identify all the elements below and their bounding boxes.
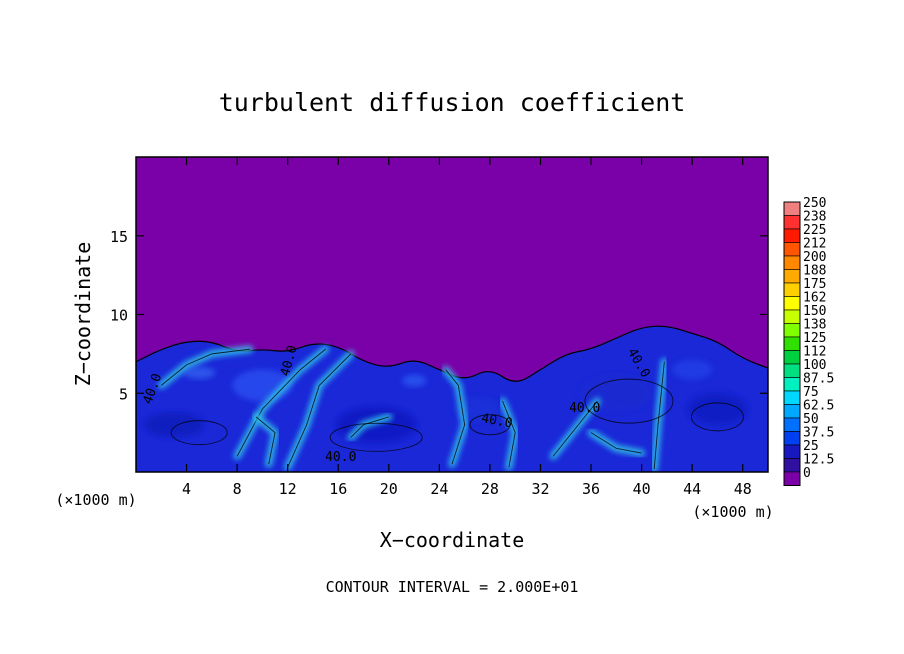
- contour-line: [590, 432, 642, 454]
- field-blob: [183, 366, 216, 379]
- colorbar-label: 75: [803, 385, 819, 400]
- colorbar-label: 112: [803, 345, 826, 360]
- colorbar-label: 125: [803, 331, 826, 346]
- x-tick-label: 4: [182, 480, 191, 498]
- turbulence-structures: [143, 345, 748, 472]
- colorbar-label: 225: [803, 223, 826, 238]
- x-tick-label: 32: [531, 480, 549, 498]
- x-tick-label: 16: [329, 480, 347, 498]
- colorbar-swatch: [783, 458, 801, 473]
- colorbar-swatch: [783, 201, 801, 216]
- colorbar-label: 138: [803, 318, 826, 333]
- contour-line: [502, 400, 516, 468]
- colorbar-label: 250: [803, 196, 826, 211]
- x-axis-label: X−coordinate: [380, 528, 525, 552]
- x-tick-label: 40: [633, 480, 651, 498]
- colorbar-label: 0: [803, 466, 811, 481]
- colorbar-swatch: [783, 255, 801, 270]
- field-blob: [402, 374, 427, 387]
- x-tick-label: 36: [582, 480, 600, 498]
- colorbar: 2502382252122001881751621501381251121008…: [783, 196, 834, 486]
- contour-line: [236, 348, 326, 457]
- colorbar-swatch: [783, 471, 801, 486]
- contour-line: [552, 400, 598, 457]
- x-axis-ticks: 4 8 12 16 20 24 28 32 36 40 44 48: [182, 157, 752, 498]
- colorbar-label: 25: [803, 439, 819, 454]
- colorbar-swatch: [783, 228, 801, 243]
- contour-loop: [170, 420, 228, 446]
- colorbar-frame: [783, 201, 801, 486]
- colorbar-swatch: [783, 363, 801, 378]
- x-tick-label: 44: [683, 480, 701, 498]
- contour-loop: [329, 422, 423, 452]
- contour-line: [287, 353, 352, 468]
- contour-line: [255, 416, 276, 465]
- colorbar-label: 212: [803, 237, 826, 252]
- colorbar-label: 188: [803, 264, 826, 279]
- plot-area: 40.040.040.040.040.040.0 4 8 12 16 20 24 28 32 3…: [110, 156, 769, 498]
- contour-line: [653, 361, 665, 469]
- colorbar-swatch: [783, 269, 801, 284]
- x-tick-label: 28: [481, 480, 499, 498]
- contour-interval-note: CONTOUR INTERVAL = 2.000E+01: [326, 578, 579, 596]
- colorbar-swatch: [783, 350, 801, 365]
- field-blob: [687, 393, 748, 425]
- contour-label: 40.0: [480, 411, 513, 431]
- colorbar-swatch: [783, 444, 801, 459]
- colorbar-swatch: [783, 242, 801, 257]
- colorbar-swatch: [783, 336, 801, 351]
- colorbar-swatch: [783, 323, 801, 338]
- x-tick-label: 20: [380, 480, 398, 498]
- contour-label: 40.0: [325, 450, 356, 465]
- colorbar-swatch: [783, 377, 801, 392]
- colorbar-swatch: [783, 431, 801, 446]
- x-unit-left: (×1000 m): [55, 491, 136, 509]
- y-tick-label: 5: [119, 385, 128, 403]
- contour-line: [160, 348, 250, 386]
- colorbar-label: 100: [803, 358, 826, 373]
- x-unit-right: (×1000 m): [692, 503, 773, 521]
- colorbar-label: 238: [803, 210, 826, 225]
- chart-title: turbulent diffusion coefficient: [219, 88, 686, 117]
- colorbar-swatch: [783, 404, 801, 419]
- colorbar-swatch: [783, 296, 801, 311]
- colorbar-swatch: [783, 215, 801, 230]
- contour-loop: [469, 414, 511, 436]
- colorbar-label: 62.5: [803, 399, 834, 414]
- x-tick-label: 24: [430, 480, 448, 498]
- contour-line: [445, 369, 466, 465]
- colorbar-label: 12.5: [803, 453, 834, 468]
- field-blob: [143, 412, 204, 437]
- contour-label: 40.0: [569, 401, 600, 416]
- y-axis-ticks: 5 10 15: [110, 228, 768, 403]
- y-tick-label: 10: [110, 307, 128, 325]
- colorbar-label: 50: [803, 412, 819, 427]
- colorbar-label: 87.5: [803, 372, 834, 387]
- colorbar-label: 162: [803, 291, 826, 306]
- x-tick-label: 8: [233, 480, 242, 498]
- colorbar-label: 150: [803, 304, 826, 319]
- contour-loop: [584, 378, 674, 424]
- y-axis-label: Z−coordinate: [71, 242, 95, 387]
- colorbar-label: 37.5: [803, 426, 834, 441]
- y-tick-label: 15: [110, 228, 128, 246]
- x-tick-label: 48: [734, 480, 752, 498]
- colorbar-label: 200: [803, 250, 826, 265]
- colorbar-swatch: [783, 309, 801, 324]
- colorbar-swatch: [783, 390, 801, 405]
- x-tick-label: 12: [279, 480, 297, 498]
- field-blob: [672, 359, 713, 380]
- colorbar-label: 175: [803, 277, 826, 292]
- colorbar-swatch: [783, 417, 801, 432]
- contour-line: [350, 416, 389, 438]
- colorbar-swatch: [783, 282, 801, 297]
- contour-loop: [690, 402, 744, 432]
